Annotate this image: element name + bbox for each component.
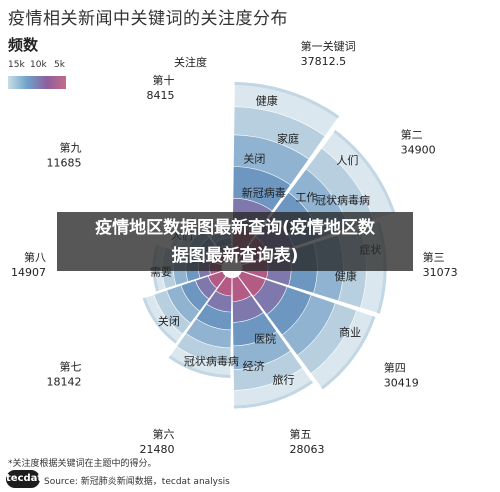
category-label-5: 第五	[289, 427, 311, 441]
category-label-4: 第四	[384, 360, 406, 374]
legend-tick-5k: 5k	[54, 60, 65, 70]
category-value-7: 18142	[47, 375, 82, 388]
banner-line-2: 据图最新查询表)	[171, 246, 299, 266]
keyword-5-3: 医院	[254, 332, 276, 346]
source-note: Source: 新冠肺炎新闻数据，tecdat analysis	[44, 477, 230, 487]
category-label-10: 第十	[153, 73, 175, 87]
category-value-4: 30419	[384, 376, 419, 389]
bar-7-edge	[142, 297, 178, 344]
keyword-2-3: 工作	[295, 191, 317, 204]
category-label-1: 第一关键词	[301, 39, 356, 53]
category-value-10: 8415	[147, 89, 175, 102]
keyword-6-1: 冠状病毒病	[184, 354, 239, 368]
category-label-8: 第八	[24, 250, 46, 264]
category-value-3: 31073	[423, 266, 458, 279]
focus-header-label: 关注度	[174, 55, 207, 69]
keyword-2-2: 冠状病毒病	[315, 193, 370, 207]
keyword-3-2: 健康	[335, 269, 357, 283]
category-value-6: 21480	[140, 443, 175, 456]
legend-title: 频数	[8, 36, 39, 54]
bar-4-edge	[321, 315, 376, 390]
category-labels: 第一关键词 37812.5 第二 34900 第三 31073 第四 30419 第五 28063…	[11, 39, 458, 456]
category-label-9: 第九	[60, 141, 82, 155]
category-label-2: 第二	[401, 127, 423, 141]
keyword-1-1: 健康	[256, 93, 278, 107]
keyword-1-4: 新冠病毒	[242, 186, 286, 200]
bar-5-edge	[233, 380, 314, 409]
keyword-5-2: 经济	[243, 359, 265, 373]
overlay-banner: 疫情地区数据图最新查询(疫情地区数 据图最新查询表)	[57, 212, 413, 271]
keyword-4-1: 商业	[339, 325, 361, 339]
category-label-3: 第三	[423, 250, 445, 264]
category-label-7: 第七	[60, 359, 82, 373]
chart-title: 疫情相关新闻中关键词的关注度分布	[8, 9, 288, 29]
legend-tick-15k: 15k	[8, 60, 25, 70]
category-value-8: 14907	[11, 266, 46, 279]
category-value-1: 37812.5	[301, 55, 347, 68]
tecdat-logo: tecdat	[6, 470, 42, 488]
legend-color-bar	[8, 76, 66, 89]
keyword-1-2: 家庭	[277, 131, 299, 145]
keyword-5-1: 旅行	[272, 373, 294, 387]
category-value-9: 11685	[47, 157, 82, 170]
bar-6-edge	[168, 355, 231, 378]
category-label-6: 第六	[153, 427, 175, 441]
keyword-1-3: 关闭	[243, 151, 265, 165]
bar-4-band-6	[237, 270, 266, 297]
bar-5-band-6	[231, 275, 252, 302]
keyword-2-1: 人们	[336, 153, 358, 167]
category-value-2: 34900	[401, 143, 436, 156]
footnote: *关注度根据关键词在主题中的得分。	[8, 459, 157, 469]
keyword-7-1: 关闭	[158, 314, 180, 328]
banner-line-1: 疫情地区数据图最新查询(疫情地区数	[95, 218, 375, 238]
legend-tick-10k: 10k	[30, 60, 47, 70]
category-value-5: 28063	[289, 443, 324, 456]
